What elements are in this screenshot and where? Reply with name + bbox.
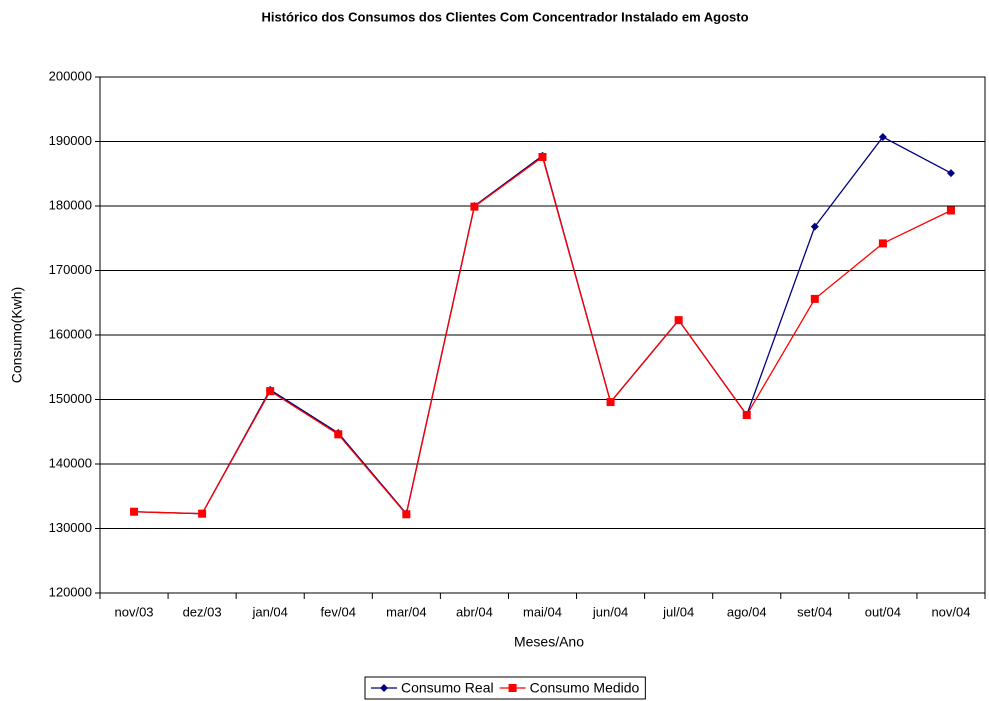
x-axis-label: Meses/Ano <box>514 634 584 650</box>
marker <box>334 430 343 439</box>
x-tick-label: jul/04 <box>662 604 694 619</box>
x-tick-label: abr/04 <box>456 604 493 619</box>
marker <box>810 294 819 303</box>
series-line <box>134 136 952 516</box>
x-tick-label: nov/04 <box>931 604 970 619</box>
marker <box>130 507 139 516</box>
x-tick-label: jan/04 <box>251 604 287 619</box>
marker <box>878 239 887 248</box>
x-tick-label: ago/04 <box>727 604 767 619</box>
marker <box>402 510 411 519</box>
y-tick-label: 120000 <box>49 584 92 599</box>
legend-label: Consumo Real <box>401 680 494 696</box>
marker <box>198 509 207 518</box>
marker <box>946 206 955 215</box>
y-tick-label: 200000 <box>49 68 92 83</box>
x-tick-label: mai/04 <box>523 604 562 619</box>
marker <box>810 222 819 231</box>
marker <box>538 152 547 161</box>
x-tick-label: out/04 <box>865 604 901 619</box>
marker <box>742 410 751 419</box>
y-tick-label: 190000 <box>49 133 92 148</box>
legend-label: Consumo Medido <box>530 680 640 696</box>
y-tick-label: 140000 <box>49 455 92 470</box>
x-tick-label: mar/04 <box>386 604 426 619</box>
marker <box>266 387 275 396</box>
y-tick-label: 180000 <box>49 197 92 212</box>
marker <box>380 684 388 692</box>
marker <box>606 398 615 407</box>
chart-title: Histórico dos Consumos dos Clientes Com … <box>261 9 748 24</box>
marker <box>508 684 517 692</box>
y-axis-label: Consumo(Kwh) <box>9 287 25 383</box>
series-line <box>134 155 952 516</box>
x-tick-label: dez/03 <box>183 604 222 619</box>
x-tick-label: fev/04 <box>321 604 356 619</box>
x-tick-label: jun/04 <box>592 604 628 619</box>
y-tick-label: 160000 <box>49 326 92 341</box>
x-tick-label: nov/03 <box>115 604 154 619</box>
legend: Consumo Real Consumo Medido <box>364 676 646 700</box>
y-tick-label: 150000 <box>49 391 92 406</box>
y-tick-label: 170000 <box>49 262 92 277</box>
x-tick-label: set/04 <box>797 604 832 619</box>
plot-border <box>99 76 986 594</box>
marker <box>878 132 887 141</box>
marker <box>946 169 955 178</box>
y-tick-label: 130000 <box>49 520 92 535</box>
marker <box>470 202 479 211</box>
marker <box>674 316 683 325</box>
